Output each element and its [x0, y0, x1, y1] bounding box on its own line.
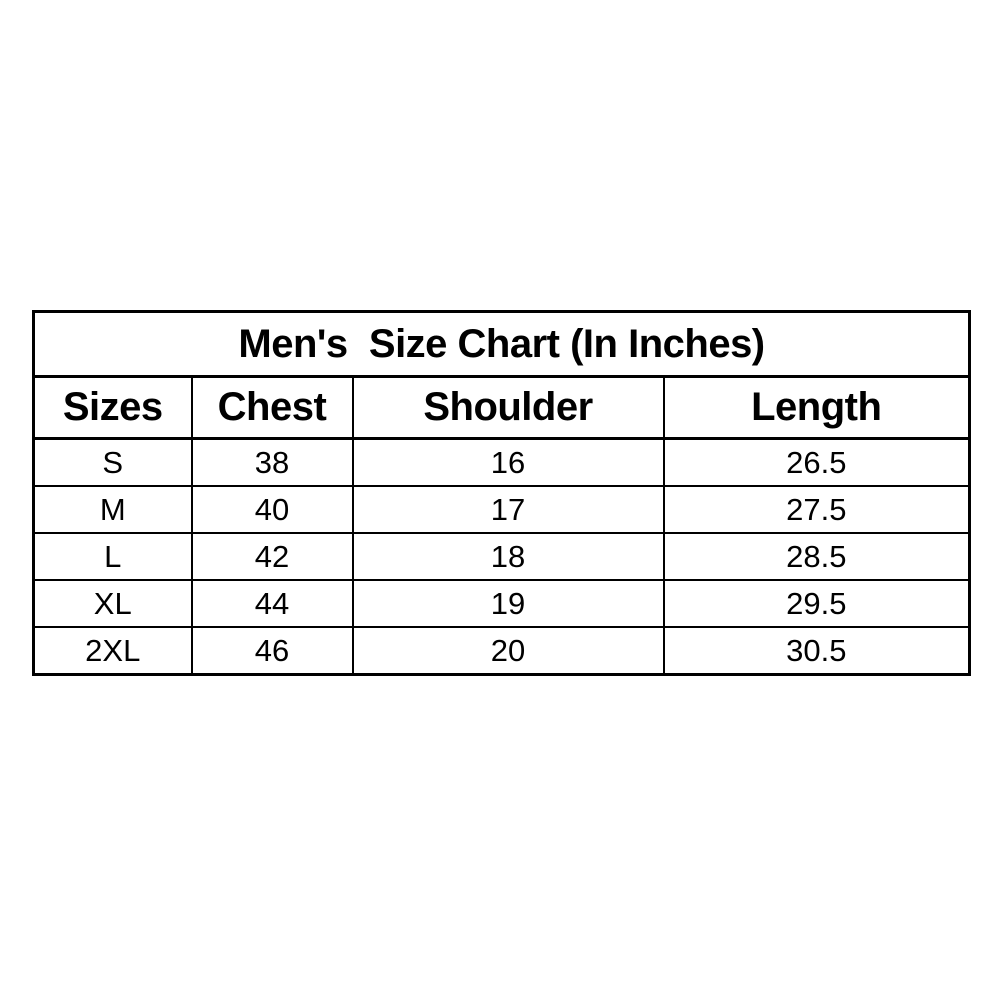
size-chart-table: Men's Size Chart (In Inches) Sizes Chest…: [32, 310, 972, 676]
table-row-s: S 38 16 26.5: [32, 437, 971, 487]
cell-shoulder: 17: [351, 485, 665, 534]
cell-size: 2XL: [32, 626, 193, 676]
title-row: Men's Size Chart (In Inches): [32, 310, 971, 378]
cell-shoulder: 16: [351, 437, 665, 487]
table-row-2xl: 2XL 46 20 30.5: [32, 626, 971, 676]
cell-chest: 42: [190, 532, 354, 581]
cell-size: S: [32, 437, 193, 487]
cell-chest: 38: [190, 437, 354, 487]
cell-size: L: [32, 532, 193, 581]
cell-chest: 44: [190, 579, 354, 628]
cell-length: 27.5: [662, 485, 971, 534]
table-title: Men's Size Chart (In Inches): [32, 310, 971, 378]
cell-length: 30.5: [662, 626, 971, 676]
column-header-sizes: Sizes: [32, 375, 193, 440]
column-header-length: Length: [662, 375, 971, 440]
cell-size: M: [32, 485, 193, 534]
cell-shoulder: 18: [351, 532, 665, 581]
table-row-xl: XL 44 19 29.5: [32, 579, 971, 628]
cell-length: 29.5: [662, 579, 971, 628]
cell-shoulder: 19: [351, 579, 665, 628]
cell-chest: 40: [190, 485, 354, 534]
cell-length: 28.5: [662, 532, 971, 581]
table-row-m: M 40 17 27.5: [32, 485, 971, 534]
column-header-shoulder: Shoulder: [351, 375, 665, 440]
header-row: Sizes Chest Shoulder Length: [32, 375, 971, 440]
cell-size: XL: [32, 579, 193, 628]
cell-length: 26.5: [662, 437, 971, 487]
column-header-chest: Chest: [190, 375, 354, 440]
cell-chest: 46: [190, 626, 354, 676]
cell-shoulder: 20: [351, 626, 665, 676]
table-row-l: L 42 18 28.5: [32, 532, 971, 581]
